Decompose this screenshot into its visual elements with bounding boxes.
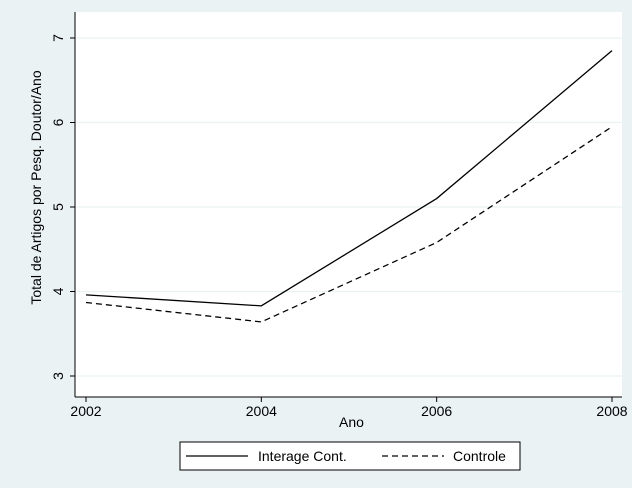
series-line-1 xyxy=(85,50,613,307)
x-axis-label: Ano xyxy=(339,414,364,430)
series-line-2 xyxy=(85,126,613,323)
gridlines xyxy=(75,37,622,377)
legend-label-2: Controle xyxy=(453,448,506,464)
y-tick-label: 3 xyxy=(50,372,66,380)
y-axis-ticks: 3 4 5 6 7 xyxy=(50,34,75,380)
series-lines xyxy=(85,50,613,323)
x-tick-label: 2004 xyxy=(246,403,277,419)
plot-area xyxy=(75,12,622,397)
axes xyxy=(74,12,622,398)
x-axis-ticks: 2002 2004 2006 2008 xyxy=(70,397,628,419)
legend-label-1: Interage Cont. xyxy=(258,448,347,464)
y-tick-label: 5 xyxy=(50,203,66,211)
y-axis-label: Total de Artigos por Pesq. Doutor/Ano xyxy=(28,70,44,304)
y-tick-label: 6 xyxy=(50,118,66,126)
x-tick-label: 2002 xyxy=(70,403,101,419)
y-tick-label: 7 xyxy=(50,34,66,42)
y-tick-label: 4 xyxy=(50,287,66,295)
x-tick-label: 2008 xyxy=(596,403,627,419)
x-tick-label: 2006 xyxy=(421,403,452,419)
legend: Interage Cont. Controle xyxy=(179,441,521,471)
